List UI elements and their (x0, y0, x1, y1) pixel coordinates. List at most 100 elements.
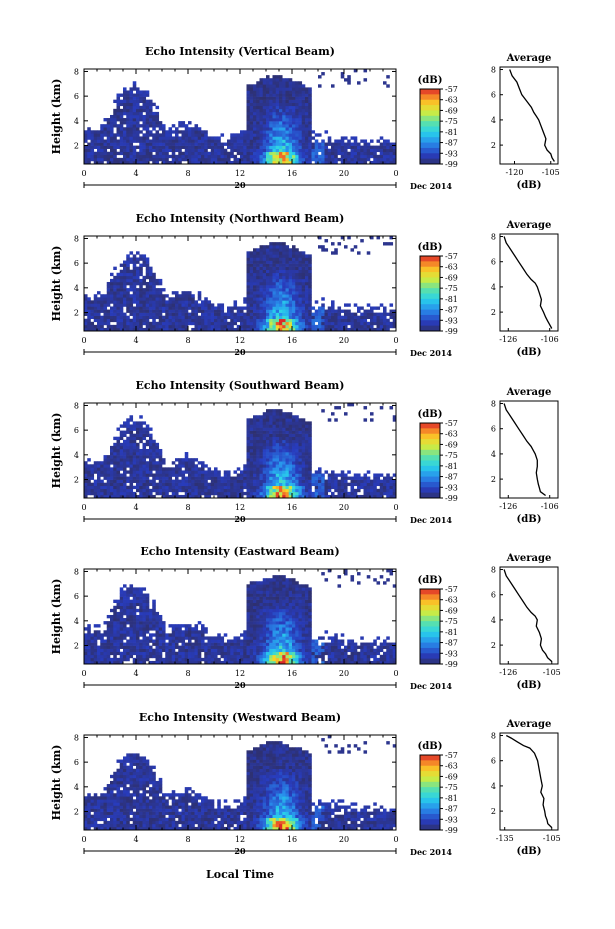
heatmap-cell (191, 485, 195, 490)
heatmap-cell (188, 461, 192, 465)
heatmap-cell (181, 488, 186, 493)
heatmap-cell (168, 142, 173, 146)
heatmap-cell (314, 494, 319, 499)
heatmap-cell (145, 491, 150, 496)
heatmap-cell (272, 242, 277, 246)
heatmap-cell (249, 436, 254, 441)
heatmap-cell (327, 160, 332, 165)
heatmap-cell (285, 136, 290, 140)
heatmap-cell (363, 482, 368, 487)
heatmap-cell (110, 300, 114, 304)
heatmap-cell (279, 245, 283, 249)
heatmap-cell (262, 87, 267, 91)
heatmap-cell (149, 291, 153, 295)
colorbar-tick-label: -81 (445, 462, 458, 471)
heatmap-cell (308, 494, 312, 499)
heatmap-cell (123, 157, 127, 162)
heatmap-cell (142, 455, 147, 459)
heatmap-cell (288, 427, 293, 431)
heatmap-cell (93, 470, 98, 474)
heatmap-cell (152, 306, 156, 310)
heatmap-cell (331, 315, 335, 320)
heatmap-cell (145, 324, 150, 329)
heatmap-cell (334, 248, 338, 252)
heatmap-cell (126, 324, 130, 329)
heatmap-cell (93, 306, 98, 310)
heatmap-cell (145, 442, 150, 447)
heatmap-cell (165, 151, 169, 156)
heatmap-cell (275, 281, 280, 286)
heatmap-cell (129, 111, 134, 116)
heatmap-cell (136, 312, 140, 316)
heatmap-cell (175, 127, 179, 131)
heatmap-cell (253, 285, 257, 289)
heatmap-cell (227, 154, 231, 159)
heatmap-cell (301, 309, 306, 313)
heatmap-cell (246, 494, 251, 499)
heatmap-cell (298, 294, 303, 298)
heatmap-cell (282, 157, 286, 162)
heatmap-cell (298, 157, 303, 162)
heatmap-cell (256, 87, 260, 91)
heatmap-cell (282, 433, 286, 438)
heatmap-cell (84, 657, 88, 662)
heatmap-cell (123, 651, 127, 656)
heatmap-cell (84, 494, 88, 499)
heatmap-cell (301, 297, 306, 301)
heatmap-cell (119, 596, 124, 600)
heatmap-cell (87, 654, 91, 659)
heatmap-cell (136, 315, 140, 320)
heatmap-cell (126, 427, 130, 431)
x-tick-label: 20 (339, 169, 349, 178)
heatmap-cell (123, 618, 127, 622)
heatmap-cell (139, 136, 143, 140)
heatmap-cell (181, 136, 186, 140)
heatmap-cell (142, 321, 147, 326)
heatmap-cell (347, 476, 351, 480)
heatmap-cell (149, 433, 153, 438)
heatmap-cell (318, 470, 322, 474)
heatmap-cell (136, 421, 140, 425)
x-tick-label: 20 (339, 503, 349, 512)
x-tick-label: 12 (235, 169, 245, 178)
heatmap-cell (282, 309, 286, 313)
heatmap-cell (113, 114, 117, 119)
heatmap-cell (171, 491, 176, 496)
heatmap-cell (171, 479, 176, 483)
colorbar-tick-label: -57 (445, 419, 458, 428)
heatmap-cell (272, 269, 277, 274)
heatmap-cell (350, 494, 355, 499)
heatmap-cell (142, 315, 147, 320)
heatmap-cell (272, 409, 277, 413)
heatmap-cell (139, 118, 143, 122)
heatmap-cell (119, 611, 124, 616)
heatmap-cells (84, 69, 397, 165)
heatmap-cell (123, 630, 127, 634)
heatmap-cell (145, 430, 150, 434)
heatmap-cell (194, 473, 199, 477)
heatmap-cell (214, 151, 218, 156)
heatmap-cell (262, 139, 267, 143)
heatmap-cell (285, 142, 290, 146)
heatmap-cell (363, 476, 368, 480)
heatmap-cell (279, 90, 283, 94)
heatmap-cell (210, 476, 215, 480)
heatmap-cell (129, 485, 134, 490)
heatmap-cell (344, 315, 348, 320)
heatmap-cell (262, 439, 267, 444)
heatmap-cell (272, 424, 277, 428)
heatmap-cell (285, 148, 290, 153)
heatmap-cell (149, 130, 153, 134)
heatmap-cell (275, 269, 280, 274)
heatmap-cell (295, 278, 299, 283)
heatmap-cell (93, 294, 98, 298)
heatmap-cell (246, 90, 251, 94)
heatmap-cell (259, 90, 264, 94)
heatmap-cell (84, 294, 88, 298)
heatmap-cell (285, 90, 290, 94)
colorbar-segment (420, 476, 440, 483)
heatmap-cell (175, 324, 179, 329)
heatmap-cell (106, 136, 111, 140)
heatmap-cell (236, 488, 241, 493)
heatmap-cell (259, 327, 264, 332)
